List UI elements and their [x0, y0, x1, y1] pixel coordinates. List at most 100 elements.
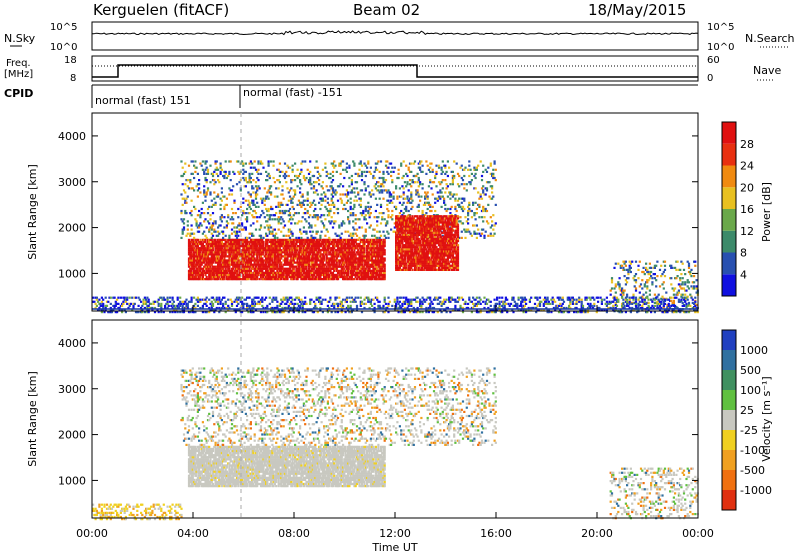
range-gate-cell [476, 233, 478, 235]
range-gate-cell [417, 219, 419, 221]
range-gate-cell [393, 196, 395, 198]
range-gate-cell [270, 193, 272, 195]
range-gate-cell [441, 206, 443, 208]
range-gate-cell [261, 257, 263, 259]
range-gate-cell [456, 210, 458, 212]
range-gate-cell [273, 270, 275, 272]
range-gate-cell [211, 229, 213, 231]
range-gate-cell [302, 274, 304, 276]
range-gate-cell [256, 187, 258, 189]
range-gate-cell [220, 171, 222, 173]
range-gate-cell [332, 187, 334, 189]
range-gate-cell [184, 163, 186, 165]
range-gate-cell [417, 246, 419, 248]
range-gate-cell [279, 247, 281, 249]
range-gate-cell [292, 251, 294, 253]
range-gate-cell [384, 257, 386, 259]
range-gate-cell [357, 239, 359, 241]
range-gate-cell [324, 235, 326, 237]
range-gate-cell [427, 236, 429, 238]
station-title: Kerguelen (fitACF) [93, 1, 229, 19]
range-gate-cell [313, 187, 315, 189]
range-gate-cell [376, 272, 378, 274]
range-gate-cell [189, 179, 191, 181]
range-gate-cell [194, 160, 196, 162]
range-gate-cell [442, 187, 444, 189]
range-gate-cell [245, 177, 247, 179]
range-gate-cell [284, 173, 286, 175]
range-gate-cell [237, 171, 239, 173]
range-gate-cell [360, 198, 362, 200]
range-gate-cell [274, 218, 276, 220]
range-gate-cell [283, 235, 285, 237]
range-gate-cell [351, 191, 353, 193]
range-gate-cell [223, 177, 225, 179]
range-gate-cell [319, 235, 321, 237]
range-gate-cell [201, 241, 203, 243]
range-gate-cell [478, 216, 480, 218]
range-gate-cell [228, 268, 230, 270]
range-gate-cell [278, 255, 280, 257]
range-gate-cell [333, 212, 335, 214]
range-gate-cell [313, 239, 315, 241]
range-gate-cell [401, 228, 403, 230]
range-gate-cell [356, 181, 358, 183]
range-gate-cell [305, 278, 307, 280]
range-gate-cell [398, 232, 400, 234]
range-gate-cell [422, 267, 424, 269]
range-gate-cell [183, 173, 185, 175]
range-gate-cell [252, 187, 254, 189]
range-gate-cell [457, 173, 459, 175]
range-gate-cell [252, 222, 254, 224]
range-gate-cell [452, 181, 454, 183]
range-gate-cell [410, 171, 412, 173]
range-gate-cell [300, 233, 302, 235]
range-gate-cell [255, 181, 257, 183]
range-gate-cell [366, 167, 368, 169]
range-gate-cell [236, 237, 238, 239]
range-gate-cell [230, 179, 232, 181]
range-gate-cell [387, 214, 389, 216]
range-gate-cell [462, 222, 464, 224]
range-gate-cell [424, 198, 426, 200]
range-gate-cell [396, 234, 398, 236]
range-gate-cell [292, 206, 294, 208]
range-gate-cell [456, 193, 458, 195]
range-gate-cell [425, 212, 427, 214]
range-gate-cell [264, 187, 266, 189]
range-gate-cell [184, 171, 186, 173]
range-gate-cell [192, 239, 194, 241]
range-gate-cell [375, 266, 377, 268]
range-gate-cell [204, 169, 206, 171]
range-gate-cell [386, 222, 388, 224]
range-gate-cell [366, 222, 368, 224]
range-gate-cell [182, 175, 184, 177]
range-gate-cell [279, 210, 281, 212]
range-gate-cell [471, 216, 473, 218]
range-gate-cell [439, 189, 441, 191]
range-gate-cell [286, 187, 288, 189]
range-gate-cell [228, 262, 230, 264]
range-gate-cell [336, 171, 338, 173]
range-gate-cell [375, 276, 377, 278]
range-gate-cell [199, 214, 201, 216]
range-gate-cell [180, 160, 182, 162]
range-gate-cell [428, 202, 430, 204]
range-gate-cell [225, 268, 227, 270]
range-gate-cell [249, 204, 251, 206]
range-gate-cell [207, 220, 209, 222]
range-gate-cell [470, 183, 472, 185]
range-gate-cell [323, 224, 325, 226]
range-gate-cell [367, 185, 369, 187]
range-gate-cell [300, 255, 302, 257]
range-gate-cell [274, 181, 276, 183]
range-gate-cell [424, 191, 426, 193]
range-gate-cell [441, 167, 443, 169]
range-gate-cell [404, 232, 406, 234]
range-gate-cell [471, 179, 473, 181]
range-gate-cell [293, 278, 295, 280]
range-gate-cell [346, 171, 348, 173]
range-gate-cell [204, 241, 206, 243]
range-gate-cell [192, 173, 194, 175]
range-gate-cell [323, 226, 325, 228]
